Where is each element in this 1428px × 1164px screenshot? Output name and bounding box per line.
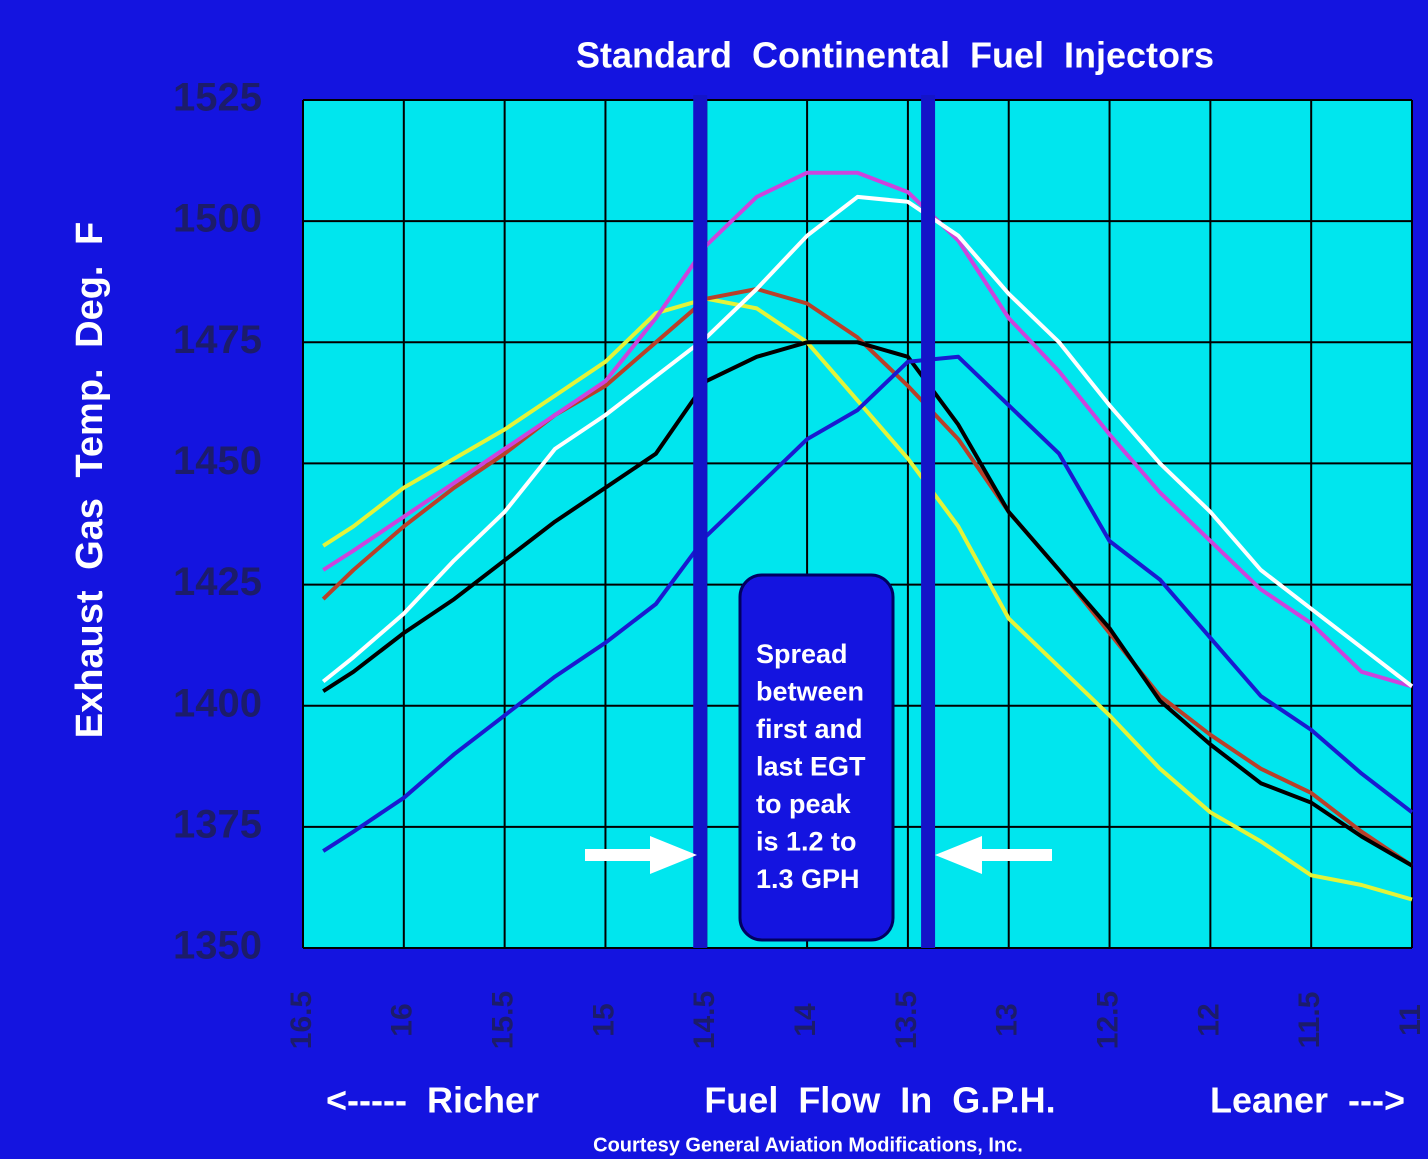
y-axis-label: Exhaust Gas Temp. Deg. F	[69, 222, 111, 739]
series-line	[322, 354, 1414, 853]
annotation-text: Spread	[756, 639, 848, 669]
y-tick-label: 1375	[173, 802, 262, 846]
x-tick-label: 16	[386, 1003, 419, 1036]
series-line	[321, 287, 1414, 868]
x-tick-label: 11.5	[1293, 992, 1326, 1049]
x-tick-label: 14	[789, 1003, 822, 1037]
y-tick-label: 1400	[173, 681, 262, 725]
y-tick-label: 1475	[173, 318, 262, 362]
y-tick-label: 1450	[173, 439, 262, 483]
y-tick-label: 1425	[173, 560, 262, 604]
series-line	[321, 194, 1414, 688]
y-tick-label: 1350	[173, 924, 262, 968]
arrow	[585, 836, 697, 874]
y-tick-label: 1500	[173, 197, 262, 241]
x-axis-label: Leaner --->	[1210, 1080, 1405, 1121]
y-tick-label: 1525	[173, 76, 262, 120]
annotation-text: first and	[756, 714, 863, 744]
annotation-box	[738, 573, 895, 942]
x-tick-label: 15.5	[487, 991, 520, 1049]
arrow	[935, 836, 1052, 874]
series-line	[322, 170, 1413, 689]
x-axis-label: <----- Richer	[326, 1080, 539, 1121]
annotation-text: is 1.2 to	[756, 827, 857, 857]
chart-title: Standard Continental Fuel Injectors	[576, 35, 1214, 76]
series-line	[322, 296, 1413, 902]
x-tick-label: 13	[991, 1003, 1024, 1036]
annotation-text: 1.3 GPH	[756, 864, 860, 894]
credit: Courtesy General Aviation Modifications,…	[593, 1134, 1023, 1156]
x-tick-label: 15	[587, 1003, 620, 1036]
series-line	[322, 340, 1414, 868]
annotation-text: between	[756, 677, 864, 707]
annotation-text: last EGT	[756, 752, 866, 782]
x-axis-label: Fuel Flow In G.P.H.	[704, 1080, 1055, 1121]
x-tick-label: 11	[1394, 1004, 1427, 1036]
x-tick-label: 12.5	[1091, 991, 1124, 1049]
x-tick-label: 16.5	[285, 991, 318, 1049]
x-tick-label: 14.5	[688, 991, 721, 1049]
x-tick-label: 12	[1192, 1003, 1225, 1036]
annotation-text: to peak	[756, 789, 852, 819]
x-tick-label: 13.5	[890, 991, 923, 1049]
